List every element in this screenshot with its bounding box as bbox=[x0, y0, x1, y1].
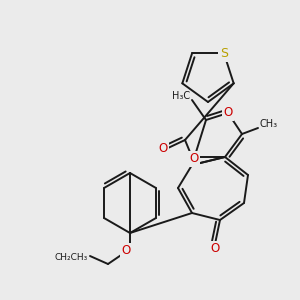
Text: O: O bbox=[189, 152, 199, 166]
Text: O: O bbox=[122, 244, 130, 257]
Text: H₃C: H₃C bbox=[172, 91, 190, 101]
Text: O: O bbox=[158, 142, 168, 154]
Text: O: O bbox=[210, 242, 220, 256]
Text: CH₃: CH₃ bbox=[260, 119, 278, 129]
Text: O: O bbox=[224, 106, 232, 119]
Text: CH₂CH₃: CH₂CH₃ bbox=[55, 253, 88, 262]
Text: S: S bbox=[220, 47, 228, 60]
